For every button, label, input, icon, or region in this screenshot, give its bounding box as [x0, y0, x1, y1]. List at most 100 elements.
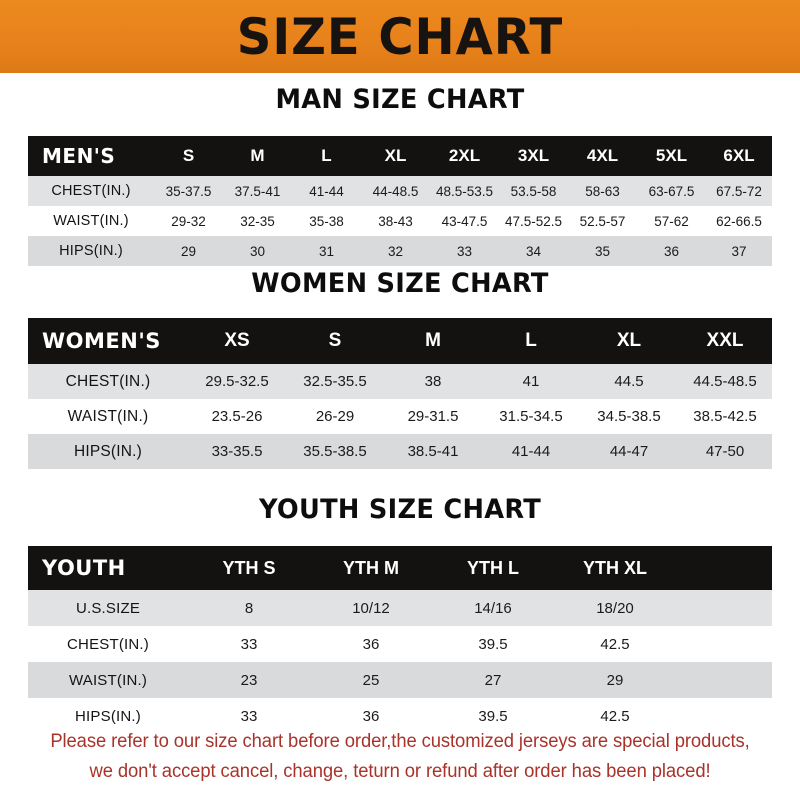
men-cell-1-0: 29-32 — [171, 213, 206, 229]
women-cell-0-4: 44.5 — [614, 373, 644, 390]
order-policy-note-line-2: we don't accept cancel, change, teturn o… — [89, 761, 711, 782]
men-cell-2-6: 35 — [594, 243, 611, 259]
men-col-1: M — [250, 146, 265, 165]
women-row-1-label: WAIST(IN.) — [67, 407, 149, 425]
youth-cell-1-0: 33 — [240, 635, 258, 653]
men-cell-2-1: 30 — [249, 243, 266, 259]
women-cell-0-3: 41 — [522, 373, 540, 390]
men-cell-1-8: 62-66.5 — [716, 213, 762, 229]
men-col-6: 4XL — [586, 146, 619, 165]
women-cell-2-5: 47-50 — [705, 443, 745, 460]
women-cell-0-0: 29.5-32.5 — [205, 373, 269, 390]
order-policy-note: Please refer to our size chart before or… — [12, 727, 788, 787]
youth-row-2-label: WAIST(IN.) — [68, 671, 148, 689]
men-cell-0-5: 53.5-58 — [510, 183, 557, 199]
women-header-label: WOMEN'S — [42, 329, 161, 353]
men-cell-2-7: 36 — [663, 243, 680, 259]
table-row: HIPS(IN.) 33 36 39.5 42.5 — [28, 698, 772, 734]
women-cell-1-0: 23.5-26 — [211, 408, 263, 425]
men-row-1-label: WAIST(IN.) — [53, 213, 129, 229]
table-row: CHEST(IN.) 35-37.5 37.5-41 41-44 44-48.5… — [28, 176, 772, 206]
women-col-2: M — [425, 330, 441, 351]
women-col-1: S — [328, 330, 342, 351]
youth-cell-0-2: 14/16 — [474, 599, 512, 617]
youth-cell-0-1: 10/12 — [352, 599, 390, 617]
men-cell-0-7: 63-67.5 — [648, 183, 695, 199]
women-cell-2-2: 38.5-41 — [407, 443, 459, 460]
youth-table-header-row: YOUTH YTH S YTH M YTH L YTH XL — [28, 546, 772, 590]
women-cell-0-1: 32.5-35.5 — [303, 373, 367, 390]
women-cell-1-4: 34.5-38.5 — [597, 408, 661, 425]
women-cell-0-2: 38 — [424, 373, 442, 390]
women-cell-1-1: 26-29 — [315, 408, 355, 425]
men-col-8: 6XL — [723, 146, 755, 165]
youth-cell-0-spacer — [676, 590, 772, 626]
men-table-header-row: MEN'S S M L XL 2XL 3XL 4XL 5XL 6XL — [28, 136, 772, 176]
women-cell-1-2: 29-31.5 — [407, 408, 459, 425]
table-row: HIPS(IN.) 29 30 31 32 33 34 35 36 37 — [28, 236, 772, 266]
youth-cell-2-2: 27 — [484, 671, 502, 689]
women-col-4: XL — [616, 330, 642, 351]
women-size-table: WOMEN'S XS S M L XL XXL CHEST(IN.) 29.5-… — [28, 318, 772, 469]
women-cell-1-3: 31.5-34.5 — [499, 408, 563, 425]
women-cell-2-4: 44-47 — [609, 443, 649, 460]
youth-col-1: YTH M — [343, 557, 399, 578]
youth-col-3: YTH XL — [582, 557, 647, 578]
table-row: U.S.SIZE 8 10/12 14/16 18/20 — [28, 590, 772, 626]
men-row-0-label: CHEST(IN.) — [51, 183, 131, 199]
youth-section-title: YOUTH SIZE CHART — [258, 494, 542, 525]
men-col-0: S — [182, 146, 195, 165]
table-row: HIPS(IN.) 33-35.5 35.5-38.5 38.5-41 41-4… — [28, 434, 772, 469]
women-section-title: WOMEN SIZE CHART — [251, 268, 549, 299]
men-cell-0-2: 41-44 — [309, 183, 344, 199]
women-cell-1-5: 38.5-42.5 — [693, 408, 757, 425]
women-row-0-label: CHEST(IN.) — [65, 372, 151, 390]
youth-col-spacer — [676, 546, 772, 590]
youth-col-0: YTH S — [222, 557, 276, 578]
man-section-title: MAN SIZE CHART — [275, 84, 525, 115]
men-cell-1-5: 47.5-52.5 — [504, 213, 563, 229]
women-col-3: L — [525, 330, 537, 351]
table-row: WAIST(IN.) 23 25 27 29 — [28, 662, 772, 698]
table-row: WAIST(IN.) 29-32 32-35 35-38 38-43 43-47… — [28, 206, 772, 236]
youth-cell-0-0: 8 — [244, 599, 254, 617]
men-cell-2-8: 37 — [731, 243, 747, 259]
men-cell-2-2: 31 — [318, 243, 335, 259]
women-cell-2-3: 41-44 — [511, 443, 551, 460]
women-col-0: XS — [224, 330, 250, 351]
men-row-2-label: HIPS(IN.) — [59, 243, 123, 259]
banner-title: SIZE CHART — [236, 7, 564, 66]
youth-col-2: YTH L — [467, 557, 519, 578]
youth-row-1-label: CHEST(IN.) — [67, 635, 149, 653]
women-cell-0-5: 44.5-48.5 — [693, 373, 757, 390]
men-cell-1-6: 52.5-57 — [579, 213, 626, 229]
order-policy-note-line-1: Please refer to our size chart before or… — [50, 731, 750, 752]
men-cell-0-4: 48.5-53.5 — [435, 183, 494, 199]
men-header-label: MEN'S — [42, 144, 116, 168]
men-cell-0-1: 37.5-41 — [234, 183, 281, 199]
youth-cell-3-0: 33 — [240, 707, 258, 725]
youth-size-table: YOUTH YTH S YTH M YTH L YTH XL U.S.SIZE … — [28, 546, 772, 734]
youth-row-0-label: U.S.SIZE — [75, 599, 141, 617]
women-col-5: XXL — [706, 330, 744, 351]
youth-header-label: YOUTH — [42, 556, 126, 580]
banner: SIZE CHART — [0, 0, 800, 73]
women-row-2-label: HIPS(IN.) — [73, 442, 143, 460]
youth-cell-1-1: 36 — [362, 635, 380, 653]
men-cell-2-3: 32 — [387, 243, 404, 259]
youth-cell-2-spacer — [676, 662, 772, 698]
men-cell-1-4: 43-47.5 — [441, 213, 488, 229]
men-cell-2-0: 29 — [180, 243, 197, 259]
men-cell-2-5: 34 — [525, 243, 542, 259]
women-cell-2-0: 33-35.5 — [211, 443, 263, 460]
table-row: WAIST(IN.) 23.5-26 26-29 29-31.5 31.5-34… — [28, 399, 772, 434]
youth-cell-1-2: 39.5 — [478, 635, 508, 653]
men-cell-0-8: 67.5-72 — [716, 183, 762, 199]
youth-cell-3-1: 36 — [362, 707, 380, 725]
men-cell-2-4: 33 — [456, 243, 473, 259]
men-col-5: 3XL — [517, 146, 550, 165]
men-cell-1-1: 32-35 — [240, 213, 275, 229]
youth-cell-2-3: 29 — [606, 671, 624, 689]
table-row: CHEST(IN.) 29.5-32.5 32.5-35.5 38 41 44.… — [28, 364, 772, 399]
men-size-table: MEN'S S M L XL 2XL 3XL 4XL 5XL 6XL CHEST… — [28, 136, 772, 266]
